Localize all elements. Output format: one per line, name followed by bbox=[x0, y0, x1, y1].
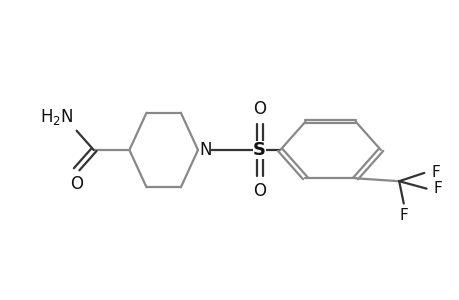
Text: F: F bbox=[398, 208, 407, 223]
Text: F: F bbox=[431, 165, 439, 180]
Text: S: S bbox=[252, 141, 266, 159]
Text: F: F bbox=[433, 181, 442, 196]
Text: H$_2$N: H$_2$N bbox=[39, 107, 73, 127]
Text: N: N bbox=[198, 141, 211, 159]
Text: O: O bbox=[70, 175, 83, 193]
Text: O: O bbox=[252, 100, 266, 118]
Text: O: O bbox=[252, 182, 266, 200]
